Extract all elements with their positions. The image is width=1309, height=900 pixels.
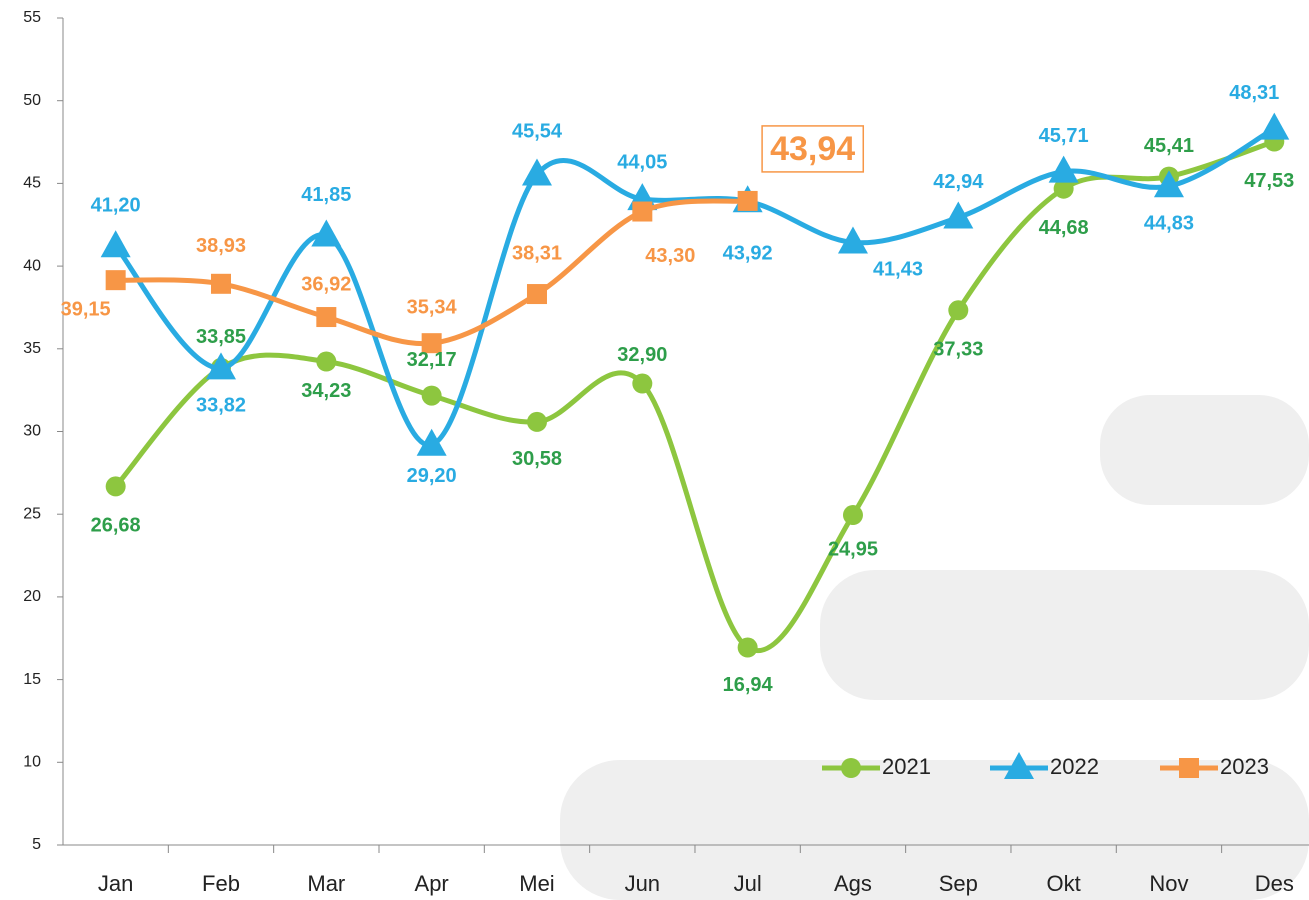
marker bbox=[205, 352, 236, 380]
legend-label: 2022 bbox=[1050, 754, 1099, 779]
marker bbox=[737, 190, 758, 211]
marker bbox=[943, 201, 974, 229]
series-2021 bbox=[105, 131, 1285, 658]
legend-marker bbox=[1004, 752, 1034, 779]
y-tick-label: 5 bbox=[32, 836, 41, 853]
y-tick-label: 10 bbox=[23, 754, 41, 771]
data-label: 44,05 bbox=[617, 151, 667, 173]
y-tick-label: 45 bbox=[23, 175, 41, 192]
y-tick-label: 55 bbox=[23, 9, 41, 26]
x-tick-label: Okt bbox=[1047, 871, 1081, 896]
marker bbox=[105, 270, 126, 291]
data-label: 43,30 bbox=[645, 245, 695, 267]
data-label: 16,94 bbox=[723, 674, 774, 696]
data-label: 33,82 bbox=[196, 395, 246, 417]
marker bbox=[316, 307, 337, 328]
y-tick-label: 15 bbox=[23, 671, 41, 688]
data-label: 45,54 bbox=[512, 121, 563, 143]
data-label: 47,53 bbox=[1244, 170, 1294, 192]
x-tick-label: Sep bbox=[939, 871, 978, 896]
data-label: 43,92 bbox=[723, 243, 773, 265]
marker bbox=[737, 637, 758, 658]
x-tick-label: Ags bbox=[834, 871, 872, 896]
x-tick-label: Jun bbox=[625, 871, 660, 896]
watermark bbox=[560, 395, 1309, 900]
marker bbox=[316, 351, 337, 372]
y-tick-label: 20 bbox=[23, 588, 41, 605]
data-label: 45,41 bbox=[1144, 135, 1194, 157]
x-tick-label: Jan bbox=[98, 871, 133, 896]
data-label: 26,68 bbox=[91, 515, 141, 537]
data-label: 36,92 bbox=[301, 273, 351, 295]
data-label: 41,85 bbox=[301, 184, 351, 206]
marker bbox=[421, 385, 442, 406]
data-label: 34,23 bbox=[301, 380, 351, 402]
marker bbox=[416, 428, 447, 456]
marker bbox=[521, 158, 552, 186]
data-label: 30,58 bbox=[512, 448, 562, 470]
x-tick-label: Nov bbox=[1149, 871, 1188, 896]
y-tick-label: 30 bbox=[23, 423, 41, 440]
marker bbox=[632, 201, 653, 222]
series-2022 bbox=[100, 112, 1290, 456]
marker bbox=[842, 505, 863, 526]
data-label: 42,94 bbox=[933, 171, 984, 193]
data-label: 29,20 bbox=[407, 465, 457, 487]
data-label: 35,34 bbox=[407, 296, 458, 318]
data-label: 39,15 bbox=[61, 298, 111, 320]
legend-label: 2023 bbox=[1220, 754, 1269, 779]
marker bbox=[1153, 170, 1184, 198]
marker bbox=[1053, 178, 1074, 199]
x-tick-label: Mar bbox=[307, 871, 345, 896]
y-tick-label: 50 bbox=[23, 92, 41, 109]
data-label: 48,31 bbox=[1229, 82, 1279, 104]
marker bbox=[105, 476, 126, 497]
marker bbox=[311, 219, 342, 247]
legend-marker bbox=[841, 758, 861, 778]
marker bbox=[1048, 155, 1079, 183]
data-label: 38,93 bbox=[196, 235, 246, 257]
x-tick-label: Apr bbox=[415, 871, 449, 896]
data-label: 38,31 bbox=[512, 242, 562, 264]
data-label: 37,33 bbox=[933, 339, 983, 361]
legend-label: 2021 bbox=[882, 754, 931, 779]
legend-marker bbox=[1179, 758, 1199, 778]
x-tick-label: Des bbox=[1255, 871, 1294, 896]
x-tick-label: Jul bbox=[734, 871, 762, 896]
data-label: 32,90 bbox=[617, 344, 667, 366]
marker bbox=[526, 411, 547, 432]
marker bbox=[837, 226, 868, 254]
marker bbox=[100, 230, 131, 258]
marker bbox=[210, 273, 231, 294]
data-label: 33,85 bbox=[196, 326, 246, 348]
data-label: 41,43 bbox=[873, 259, 923, 281]
x-tick-label: Feb bbox=[202, 871, 240, 896]
marker bbox=[421, 333, 442, 354]
data-label: 24,95 bbox=[828, 538, 878, 560]
data-label: 44,83 bbox=[1144, 212, 1194, 234]
data-label: 44,68 bbox=[1039, 217, 1089, 239]
marker bbox=[1259, 112, 1290, 140]
y-tick-label: 25 bbox=[23, 505, 41, 522]
label-box bbox=[761, 125, 865, 173]
data-label: 32,17 bbox=[407, 349, 457, 371]
line bbox=[113, 198, 751, 347]
marker bbox=[632, 373, 653, 394]
y-tick-label: 35 bbox=[23, 340, 41, 357]
x-tick-label: Mei bbox=[519, 871, 554, 896]
marker bbox=[526, 284, 547, 305]
data-label: 41,20 bbox=[91, 195, 141, 217]
series-2023 bbox=[105, 190, 758, 354]
data-label: 43,94 bbox=[770, 130, 855, 168]
data-label: 45,71 bbox=[1039, 125, 1089, 147]
line bbox=[113, 126, 1277, 448]
marker bbox=[948, 300, 969, 321]
y-tick-label: 40 bbox=[23, 257, 41, 274]
